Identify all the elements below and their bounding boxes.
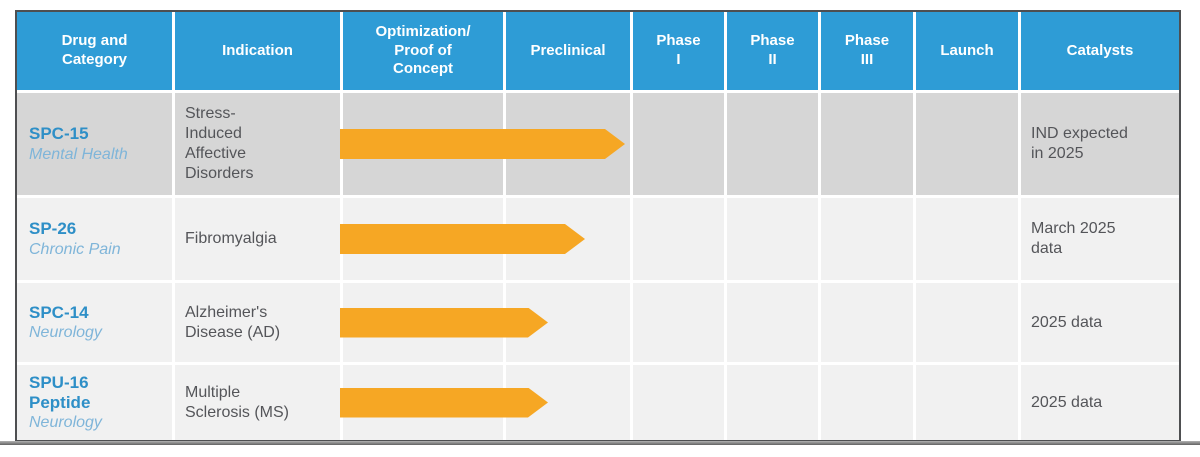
column-header-phase-2: Phase II bbox=[727, 12, 818, 90]
drug-pipeline-table: Drug and Category Indication Optimizatio… bbox=[15, 10, 1181, 442]
progress-arrow bbox=[340, 224, 585, 254]
catalyst-cell: 2025 data bbox=[1021, 365, 1179, 440]
drug-cell-sp-26: SP-26 Chronic Pain bbox=[17, 198, 172, 280]
drug-code: SPU-16 Peptide bbox=[29, 372, 91, 412]
column-header-preclinical: Preclinical bbox=[506, 12, 630, 90]
page-bottom-rule bbox=[0, 441, 1200, 445]
column-header-drug-and-category: Drug and Category bbox=[17, 12, 172, 90]
stage-cell-phase-1 bbox=[633, 283, 724, 362]
drug-code: SPC-15 bbox=[29, 124, 89, 144]
stage-cell-launch bbox=[916, 365, 1018, 440]
stage-cell-optimization bbox=[343, 198, 503, 280]
stage-cell-launch bbox=[916, 93, 1018, 195]
stage-cell-optimization bbox=[343, 93, 503, 195]
stage-cell-phase-3 bbox=[821, 198, 913, 280]
column-header-catalysts: Catalysts bbox=[1021, 12, 1179, 90]
drug-category: Neurology bbox=[29, 324, 102, 342]
stage-cell-phase-1 bbox=[633, 93, 724, 195]
stage-cell-optimization bbox=[343, 283, 503, 362]
progress-arrow bbox=[340, 388, 548, 418]
stage-cell-optimization bbox=[343, 365, 503, 440]
drug-cell-spu-16: SPU-16 Peptide Neurology bbox=[17, 365, 172, 440]
column-header-phase-1: Phase I bbox=[633, 12, 724, 90]
indication-cell: Multiple Sclerosis (MS) bbox=[175, 365, 340, 440]
indication-cell: Alzheimer's Disease (AD) bbox=[175, 283, 340, 362]
stage-cell-phase-1 bbox=[633, 198, 724, 280]
catalyst-cell: IND expected in 2025 bbox=[1021, 93, 1179, 195]
progress-arrow bbox=[340, 308, 548, 338]
drug-cell-spc-15: SPC-15 Mental Health bbox=[17, 93, 172, 195]
drug-category: Neurology bbox=[29, 414, 102, 432]
stage-cell-phase-1 bbox=[633, 365, 724, 440]
catalyst-cell: 2025 data bbox=[1021, 283, 1179, 362]
drug-category: Chronic Pain bbox=[29, 240, 121, 258]
stage-cell-launch bbox=[916, 198, 1018, 280]
drug-code: SP-26 bbox=[29, 219, 77, 239]
stage-cell-phase-3 bbox=[821, 93, 913, 195]
column-header-phase-3: Phase III bbox=[821, 12, 913, 90]
stage-cell-phase-2 bbox=[727, 365, 818, 440]
column-header-optimization-proof-of-concept: Optimization/ Proof of Concept bbox=[343, 12, 503, 90]
indication-cell: Stress- Induced Affective Disorders bbox=[175, 93, 340, 195]
stage-cell-phase-3 bbox=[821, 283, 913, 362]
column-header-indication: Indication bbox=[175, 12, 340, 90]
drug-category: Mental Health bbox=[29, 145, 128, 163]
drug-cell-spc-14: SPC-14 Neurology bbox=[17, 283, 172, 362]
stage-cell-phase-3 bbox=[821, 365, 913, 440]
stage-cell-phase-2 bbox=[727, 283, 818, 362]
drug-code: SPC-14 bbox=[29, 302, 89, 322]
stage-cell-launch bbox=[916, 283, 1018, 362]
stage-cell-phase-2 bbox=[727, 198, 818, 280]
progress-arrow bbox=[340, 129, 625, 159]
indication-cell: Fibromyalgia bbox=[175, 198, 340, 280]
column-header-launch: Launch bbox=[916, 12, 1018, 90]
catalyst-cell: March 2025 data bbox=[1021, 198, 1179, 280]
stage-cell-phase-2 bbox=[727, 93, 818, 195]
